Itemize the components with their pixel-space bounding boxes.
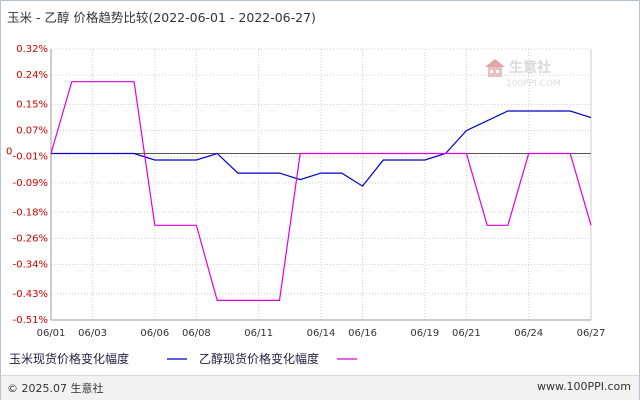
y-axis-ticks: 0.32% 0.24% 0.15% 0.07% -0.01% -0.09% -0.18% -0… [6,44,48,326]
series-line-ethanol [50,81,592,301]
footer-site-link[interactable]: www.100PPI.com [537,380,631,393]
x-tick-label: 06/11 [244,328,273,339]
x-tick-label: 06/03 [78,328,107,339]
x-tick-label: 06/14 [307,328,336,339]
watermark-brand: 生意社 [509,59,551,76]
y-tick-label: -0.01% [13,152,48,163]
footer-bar: © 2025.07 生意社 www.100PPI.com [1,375,639,400]
x-axis-ticks: 06/01 06/03 06/06 06/08 06/11 06/14 06/16 06/19… [37,328,606,339]
watermark-logo-icon [485,59,505,77]
legend: 玉米现货价格变化幅度 乙醇现货价格变化幅度 [9,351,357,366]
x-tick-label: 06/24 [514,328,543,339]
x-tick-label: 06/16 [348,328,377,339]
x-tick-label: 06/01 [37,328,66,339]
x-tick-label: 06/27 [577,328,606,339]
series-line-corn [51,110,592,187]
x-tick-label: 06/06 [140,328,169,339]
watermark-site: 100PPI.COM [506,79,561,89]
x-tick-label: 06/21 [452,328,481,339]
y-tick-label: -0.43% [13,289,48,300]
watermark: 生意社 100PPI.COM [485,59,561,89]
y-tick-label: -0.51% [13,315,48,326]
y-tick-label: -0.09% [13,178,48,189]
chart-title: 玉米 - 乙醇 价格趋势比较(2022-06-01 - 2022-06-27) [7,10,316,25]
footer-copyright: © 2025.07 生意社 [7,382,104,395]
legend-label-corn: 玉米现货价格变化幅度 [9,351,129,366]
y-tick-label: 0.15% [16,100,48,111]
y-tick-label: -0.18% [13,207,48,218]
y-tick-label: 0.24% [16,70,48,81]
zero-marker: 0 [6,146,12,157]
series-lines [50,81,592,301]
y-tick-label: -0.26% [13,233,48,244]
x-tick-label: 06/08 [182,328,211,339]
x-tick-label: 06/19 [410,328,439,339]
price-trend-chart: 生意社 100PPI.COM 0.32% 0.24% 0.15% 0.07% -0.01… [6,44,606,366]
grid-lines [50,48,592,321]
legend-label-ethanol: 乙醇现货价格变化幅度 [199,351,319,366]
y-tick-label: -0.34% [13,259,48,270]
y-tick-label: 0.32% [16,44,48,55]
y-tick-label: 0.07% [16,126,48,137]
